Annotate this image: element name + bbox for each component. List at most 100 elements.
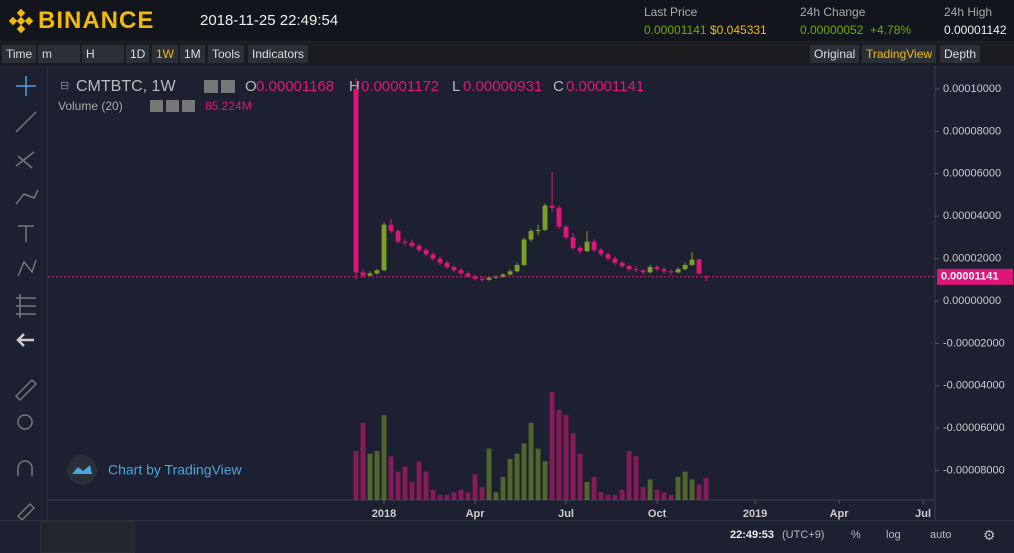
button[interactable] [166,100,179,112]
candle-body [535,229,541,232]
back-tool[interactable] [16,333,34,347]
button[interactable]: m [38,45,80,63]
volume-bar [654,489,660,500]
candle-body [451,267,457,271]
brush-tool[interactable] [15,189,39,205]
crosshair-tool[interactable] [16,76,36,96]
price-tag-label: 0.00001141 [941,271,999,283]
y-tick-label: 0.00004000 [943,210,1001,222]
label: Last Price [644,5,698,19]
button[interactable]: 1M [180,45,205,63]
volume-bar [395,471,401,500]
button[interactable]: 1D [126,45,150,63]
volume-bar [584,481,590,500]
volume-bar [374,451,380,500]
ohlc-label: H [349,78,360,95]
volume-bar [563,415,569,500]
candle-body [409,242,415,246]
candle-body [598,250,604,255]
button[interactable] [182,100,195,112]
button[interactable]: TradingView [862,45,937,63]
candle-body [556,207,562,227]
legend-buttons [150,80,235,112]
line-tool[interactable] [15,111,37,133]
candle-body [703,276,709,278]
mini-toolbar[interactable] [40,521,135,553]
timezone[interactable]: (UTC+9) [782,529,825,541]
pencil-tool[interactable] [16,502,36,522]
fib-tool[interactable] [15,151,35,169]
branding[interactable]: Chart by TradingView [108,462,242,478]
candle-body [479,278,485,280]
button[interactable]: Tools [208,45,245,63]
candle-body [486,277,492,280]
candle-body [549,205,555,208]
value: 0.00001142 [944,23,1007,37]
volume-bar [423,471,429,500]
button[interactable] [221,80,235,93]
ruler-tool[interactable] [14,378,38,402]
candle-body [528,231,534,240]
candle-body [395,231,401,242]
button[interactable]: 1W [152,45,178,63]
volume-bar [605,494,611,500]
candle-body [437,258,443,263]
volume-bar [570,433,576,500]
button[interactable]: Time [2,45,37,63]
logo-text[interactable]: BINANCE [38,7,155,34]
drawing-toolbar [0,66,48,551]
y-tick-label: 0.00000000 [943,295,1001,307]
ohlc-value: 0.00000931 [463,78,542,95]
percent-toggle[interactable]: % [851,529,861,541]
candle-body [675,269,681,273]
candle-body [689,259,695,265]
candle-body [563,226,569,238]
collapse-icon[interactable]: ⊟ [60,80,69,92]
settings-icon[interactable]: ⚙ [983,527,996,543]
candle-body [458,270,464,274]
y-tick-label: -0.00006000 [943,422,1005,434]
candle-body [584,241,590,252]
label: 24h High [944,5,993,19]
candle-body [374,270,380,274]
pattern-tool[interactable] [17,259,37,277]
candle-body [591,241,597,251]
ohlc-value: 0.00001172 [361,78,439,95]
auto-toggle[interactable]: auto [930,529,952,541]
magnet-tool[interactable] [17,460,33,476]
x-tick-label: 2019 [743,508,767,520]
volume-bar [556,409,562,500]
volume-bar [353,451,359,500]
tv-logo[interactable] [67,455,97,485]
volume-bar [661,492,667,500]
value: $0.045331 [710,23,767,37]
volume-bar [367,453,373,500]
button[interactable] [204,80,218,93]
value: 0.00001141 [644,23,707,37]
y-tick-label: -0.00004000 [943,380,1005,392]
button[interactable]: Depth [940,45,981,63]
candle-body [612,258,618,263]
button[interactable]: Original [810,45,860,63]
y-tick-label: 0.00006000 [943,168,1001,180]
volume-bar [591,476,597,500]
candle-body [514,264,520,272]
button[interactable] [150,100,163,112]
candle-body [682,264,688,270]
log-toggle[interactable]: log [886,529,901,541]
measure-tool[interactable] [16,294,36,318]
candle-body [381,224,387,271]
footer: 22:49:53 (UTC+9) % log auto ⚙ [0,520,1014,553]
candle-body [577,247,583,252]
button[interactable]: Indicators [248,45,309,63]
zoom-tool[interactable] [17,414,33,430]
text-tool[interactable] [18,225,34,242]
candle-body [647,267,653,273]
candle-body [619,262,625,267]
volume-bar [598,492,604,500]
candle-body [668,271,674,273]
datetime: 2018-11-25 22:49:54 [200,12,339,29]
volume-bar [507,458,513,500]
volume-bar [668,494,674,500]
button[interactable]: H [82,45,124,63]
